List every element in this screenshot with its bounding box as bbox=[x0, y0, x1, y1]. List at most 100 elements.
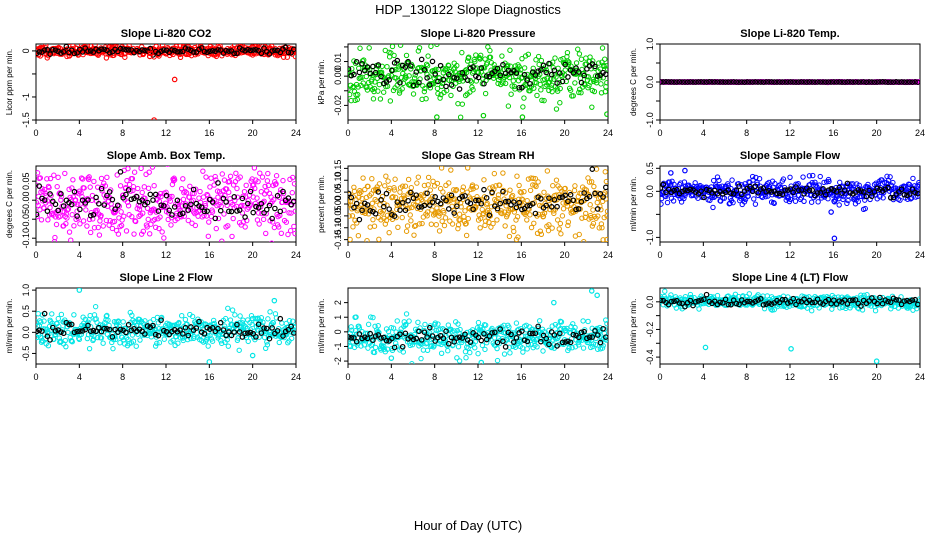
reference-point bbox=[247, 188, 254, 195]
x-tick-label: 8 bbox=[120, 250, 125, 260]
data-point bbox=[41, 318, 47, 324]
reference-point bbox=[820, 79, 826, 85]
y-tick-label: -0.10 bbox=[21, 228, 31, 249]
data-point bbox=[434, 180, 441, 187]
data-point bbox=[158, 314, 165, 321]
data-point bbox=[710, 177, 717, 184]
data-point bbox=[544, 332, 550, 338]
reference-point bbox=[898, 186, 905, 192]
data-point bbox=[371, 349, 378, 356]
reference-point bbox=[497, 200, 504, 207]
data-point bbox=[465, 345, 471, 351]
data-point bbox=[87, 184, 93, 190]
reference-point bbox=[424, 75, 430, 81]
data-point bbox=[123, 228, 130, 234]
data-point bbox=[587, 202, 593, 208]
reference-point bbox=[277, 49, 284, 56]
data-point bbox=[161, 336, 167, 342]
data-point bbox=[697, 182, 703, 189]
reference-point bbox=[538, 338, 544, 345]
data-point bbox=[348, 236, 353, 242]
data-point bbox=[157, 214, 163, 220]
panel-4: Slope Amb. Box Temp.0 4 8 12 16 20 240.050.00-… bbox=[5, 150, 301, 260]
x-tick-label: 4 bbox=[389, 372, 394, 382]
reference-point bbox=[554, 203, 560, 210]
outlier-point bbox=[831, 235, 838, 242]
data-point bbox=[595, 33, 599, 37]
reference-point bbox=[410, 336, 417, 343]
data-point bbox=[727, 200, 733, 206]
panel-title: Slope Li-820 Temp. bbox=[740, 28, 839, 40]
reference-point bbox=[190, 186, 197, 193]
reference-point bbox=[193, 325, 200, 331]
data-point bbox=[434, 85, 441, 92]
reference-point bbox=[234, 208, 240, 214]
data-point bbox=[429, 207, 435, 213]
reference-point bbox=[55, 207, 62, 214]
data-point bbox=[588, 214, 594, 221]
reference-point bbox=[673, 79, 680, 85]
data-point bbox=[569, 345, 575, 351]
data-point bbox=[442, 215, 449, 221]
data-point bbox=[454, 62, 460, 69]
data-point bbox=[594, 346, 601, 352]
reference-point bbox=[473, 197, 479, 204]
data-point bbox=[477, 225, 483, 231]
data-point bbox=[131, 169, 138, 175]
reference-point bbox=[201, 331, 208, 337]
y-axis-label: degrees C per min. bbox=[5, 170, 14, 238]
data-point bbox=[222, 315, 229, 322]
data-point bbox=[412, 72, 418, 78]
data-point bbox=[158, 193, 164, 200]
reference-point bbox=[152, 191, 159, 198]
reference-point bbox=[703, 79, 710, 85]
data-point bbox=[128, 249, 132, 253]
reference-point bbox=[573, 65, 579, 71]
reference-point bbox=[93, 194, 99, 201]
y-tick-label: 0.0 bbox=[645, 296, 655, 309]
reference-point bbox=[58, 329, 64, 335]
panel-title: Slope Li-820 Pressure bbox=[421, 28, 536, 40]
reference-point bbox=[372, 210, 379, 217]
data-point bbox=[179, 312, 185, 319]
data-point bbox=[272, 181, 279, 188]
reference-point bbox=[448, 334, 455, 341]
reference-point bbox=[351, 335, 357, 341]
y-axis-label: degrees C per min. bbox=[629, 48, 638, 116]
data-point bbox=[403, 52, 410, 59]
data-point bbox=[749, 173, 756, 180]
reference-point bbox=[204, 49, 210, 56]
reference-point bbox=[288, 49, 294, 56]
data-point bbox=[169, 193, 175, 200]
data-point bbox=[597, 324, 603, 331]
reference-point bbox=[161, 327, 167, 334]
data-point bbox=[371, 223, 378, 229]
reference-point bbox=[475, 197, 482, 204]
reference-point bbox=[413, 69, 420, 75]
data-point bbox=[422, 321, 428, 328]
reference-point bbox=[223, 199, 229, 205]
data-point bbox=[508, 91, 514, 97]
data-point bbox=[102, 183, 109, 189]
data-point bbox=[168, 214, 175, 221]
reference-point bbox=[752, 183, 759, 190]
data-point bbox=[230, 166, 233, 167]
data-point bbox=[117, 183, 124, 189]
data-point bbox=[275, 224, 282, 230]
reference-point bbox=[478, 200, 485, 207]
data-point bbox=[267, 153, 271, 157]
x-tick-label: 8 bbox=[432, 250, 437, 260]
reference-point bbox=[174, 48, 181, 55]
data-point bbox=[118, 51, 125, 58]
reference-point bbox=[66, 321, 72, 328]
reference-point bbox=[188, 324, 194, 330]
data-point bbox=[350, 224, 356, 230]
reference-point bbox=[456, 86, 463, 92]
data-point bbox=[36, 170, 41, 176]
data-point bbox=[376, 236, 382, 242]
reference-point bbox=[548, 204, 555, 210]
data-point bbox=[136, 213, 142, 219]
reference-point bbox=[860, 189, 867, 195]
